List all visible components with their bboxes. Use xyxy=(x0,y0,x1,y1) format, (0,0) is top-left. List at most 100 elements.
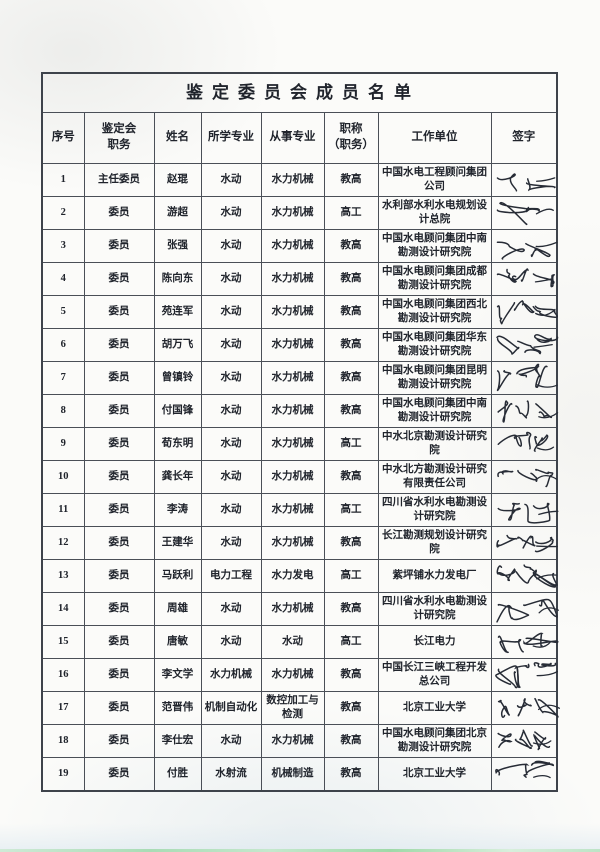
table-row: 10 委员 龚长年 水动 水力机械 教高 中水北方勘测设计研究有限责任公司 xyxy=(41,460,558,494)
org-cell: 水利部水利水电规划设计总院 xyxy=(377,196,492,230)
role-cell: 委员 xyxy=(83,262,155,296)
role-cell: 委员 xyxy=(83,196,155,230)
major-cell: 水动 xyxy=(200,328,262,362)
role-cell: 委员 xyxy=(83,526,155,560)
signature-cell xyxy=(490,460,558,494)
field-cell: 水力机械 xyxy=(260,493,325,527)
major-cell: 水动 xyxy=(200,295,262,329)
role-cell: 委员 xyxy=(83,361,155,395)
field-cell: 水力机械 xyxy=(260,328,325,362)
org-cell: 中国水电顾问集团中南勘测设计研究院 xyxy=(377,394,492,428)
signature-scribble xyxy=(496,268,555,288)
name-cell: 荀东明 xyxy=(153,427,202,461)
committee-table: 鉴定委员会成员名单 序号 鉴定会 职务 姓名 所学专业 从事专业 职称 （职务） 工作单位签… xyxy=(41,72,560,792)
table-row: 3 委员 张强 水动 水力机械 教高 中国水电顾问集团中南勘测设计研究院 xyxy=(41,229,558,263)
signature-scribble xyxy=(497,632,558,653)
org-cell: 中水北京勘测设计研究院 xyxy=(377,427,492,461)
org-cell: 中国水电顾问集团西北勘测设计研究院 xyxy=(377,295,492,329)
name-cell: 王建华 xyxy=(153,526,202,560)
major-cell: 水动 xyxy=(200,361,262,395)
table-row: 17 委员 范晋伟 机制自动化 数控加工与检测 教高 北京工业大学 xyxy=(41,691,560,725)
signature-scribble xyxy=(497,729,552,751)
field-cell: 数控加工与检测 xyxy=(260,691,325,725)
role-cell: 主任委员 xyxy=(83,163,155,197)
org-cell: 中国水电顾问集团北京勘测设计研究院 xyxy=(377,724,492,758)
signature-scribble xyxy=(494,662,558,689)
table-row: 2 委员 游超 水动 水力机械 高工 水利部水利水电规划设计总院 xyxy=(41,196,558,230)
role-cell: 委员 xyxy=(83,493,155,527)
org-cell: 四川省水利水电勘测设计研究院 xyxy=(377,493,492,527)
table-row: 19 委员 付胜 水射流 机械制造 教高 北京工业大学 xyxy=(41,757,558,792)
title-cell: 高工 xyxy=(323,625,379,659)
org-cell: 中国水电顾问集团华东勘测设计研究院 xyxy=(377,328,492,362)
table-row: 12 委员 王建华 水动 水力机械 教高 长江勘测规划设计研究院 xyxy=(41,526,558,560)
title-cell: 高工 xyxy=(323,559,379,593)
org-cell: 四川省水利水电勘测设计研究院 xyxy=(377,592,492,626)
title-cell: 教高 xyxy=(323,526,379,560)
signature-scribble xyxy=(494,760,554,779)
org-cell: 中国水电工程顾问集团公司 xyxy=(377,163,492,197)
field-cell: 水力机械 xyxy=(260,394,325,428)
role-cell: 委员 xyxy=(83,559,155,593)
title-cell: 教高 xyxy=(323,757,379,792)
row-number-cell: 17 xyxy=(41,691,85,725)
row-number-cell: 14 xyxy=(41,592,85,626)
row-number-cell: 7 xyxy=(41,361,85,395)
org-cell: 长江勘测规划设计研究院 xyxy=(377,526,492,560)
signature-cell xyxy=(490,625,558,659)
signature-cell xyxy=(490,526,558,560)
column-header: 职称 （职务） xyxy=(323,112,379,164)
committee-table-container: 鉴定委员会成员名单 序号 鉴定会 职务 姓名 所学专业 从事专业 职称 （职务） 工作单位签… xyxy=(41,72,560,792)
title-cell: 教高 xyxy=(323,691,379,725)
signature-cell xyxy=(490,493,559,527)
column-header: 工作单位 xyxy=(377,112,492,164)
column-header: 姓名 xyxy=(153,112,202,164)
signature-scribble xyxy=(496,598,559,623)
field-cell: 水力机械 xyxy=(260,592,325,626)
org-cell: 北京工业大学 xyxy=(377,757,492,792)
name-cell: 陈向东 xyxy=(153,262,202,296)
committee-table-body: 1 主任委员 赵琨 水动 水力机械 教高 中国水电工程顾问集团公司 2 委员 游超 水动 水力机械 高工… xyxy=(41,163,560,792)
row-number-cell: 5 xyxy=(41,295,85,329)
major-cell: 水动 xyxy=(200,427,262,461)
row-number-cell: 13 xyxy=(41,559,85,593)
org-cell: 紫坪铺水力发电厂 xyxy=(377,559,492,593)
signature-cell xyxy=(490,427,558,461)
title-cell: 高工 xyxy=(323,493,379,527)
signature-scribble xyxy=(496,334,558,355)
org-cell: 中水北方勘测设计研究有限责任公司 xyxy=(377,460,492,494)
major-cell: 水动 xyxy=(200,724,262,758)
org-cell: 中国长江三峡工程开发总公司 xyxy=(377,658,492,692)
table-row: 8 委员 付国锋 水动 水力机械 教高 中国水电顾问集团中南勘测设计研究院 xyxy=(41,394,558,428)
title-cell: 教高 xyxy=(323,163,379,197)
scan-edge-artifact xyxy=(0,849,600,852)
table-row: 1 主任委员 赵琨 水动 水力机械 教高 中国水电工程顾问集团公司 xyxy=(41,163,558,197)
column-header: 签字 xyxy=(490,112,558,164)
name-cell: 付国锋 xyxy=(153,394,202,428)
major-cell: 水力机械 xyxy=(200,658,262,692)
title-cell: 教高 xyxy=(323,328,379,362)
name-cell: 张强 xyxy=(153,229,202,263)
role-cell: 委员 xyxy=(83,394,155,428)
org-cell: 中国水电顾问集团成都勘测设计研究院 xyxy=(377,262,492,296)
title-cell: 高工 xyxy=(323,196,379,230)
row-number-cell: 16 xyxy=(41,658,85,692)
major-cell: 水动 xyxy=(200,262,262,296)
major-cell: 水动 xyxy=(200,526,262,560)
column-header: 鉴定会 职务 xyxy=(83,112,155,164)
role-cell: 委员 xyxy=(83,460,155,494)
title-row: 鉴定委员会成员名单 xyxy=(41,72,558,113)
role-cell: 委员 xyxy=(83,757,155,792)
field-cell: 水力机械 xyxy=(260,460,325,494)
field-cell: 水动 xyxy=(260,625,325,659)
row-number-cell: 19 xyxy=(41,757,85,792)
name-cell: 赵琨 xyxy=(153,163,202,197)
column-header: 序号 xyxy=(41,112,85,164)
title-cell: 教高 xyxy=(323,394,379,428)
name-cell: 周雄 xyxy=(153,592,202,626)
name-cell: 马跃利 xyxy=(153,559,202,593)
field-cell: 水力机械 xyxy=(260,262,325,296)
title-cell: 教高 xyxy=(323,724,379,758)
name-cell: 付胜 xyxy=(153,757,202,792)
